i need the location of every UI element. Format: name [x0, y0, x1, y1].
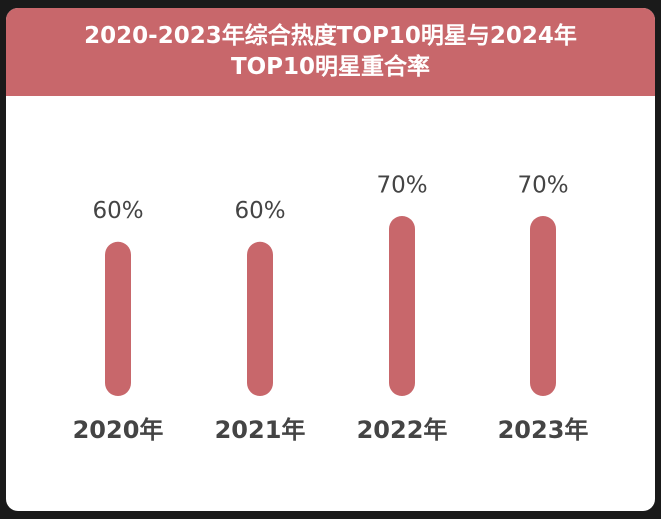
x-tick-label: 2023年 — [498, 416, 589, 444]
bar — [247, 241, 273, 396]
x-tick-label: 2021年 — [215, 416, 306, 444]
chart-title: 2020-2023年综合热度TOP10明星与2024年 — [84, 23, 577, 49]
bar — [530, 216, 556, 396]
bar — [389, 216, 415, 396]
value-label: 70% — [517, 173, 568, 199]
x-tick-label: 2022年 — [357, 416, 448, 444]
value-label: 60% — [92, 198, 143, 224]
header: 2020-2023年综合热度TOP10明星与2024年 TOP10明星重合率 — [6, 8, 655, 96]
chart-title: TOP10明星重合率 — [230, 54, 431, 80]
value-label: 70% — [376, 173, 427, 199]
x-tick-label: 2020年 — [73, 416, 164, 444]
bar — [105, 241, 131, 396]
value-label: 60% — [234, 198, 285, 224]
